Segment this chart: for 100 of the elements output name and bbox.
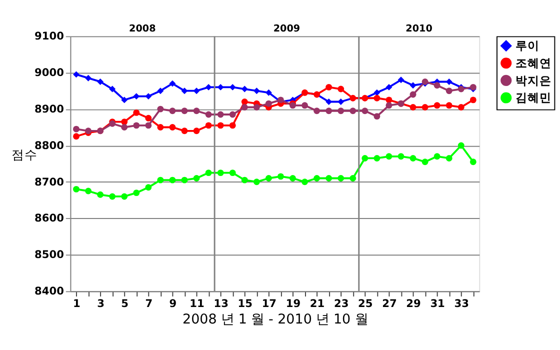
point (446, 155, 452, 162)
point (398, 76, 404, 84)
point (253, 88, 260, 94)
point (121, 96, 128, 104)
text: 2010 (406, 23, 433, 34)
y-tick-label: 8400 (34, 286, 64, 298)
point (338, 175, 344, 182)
x-tick-label: 15 (238, 298, 252, 310)
x-tick-label: 11 (190, 298, 204, 310)
point (217, 111, 224, 118)
point (145, 122, 152, 129)
point (398, 153, 404, 160)
point (217, 84, 224, 90)
point (169, 108, 176, 114)
x-tick-label: 5 (121, 298, 129, 310)
point (446, 102, 452, 109)
point (290, 175, 296, 182)
point (410, 104, 416, 110)
point (362, 155, 368, 162)
point (422, 104, 428, 110)
point (205, 111, 212, 118)
x-tick-label: 31 (430, 298, 445, 310)
y-tick-label: 8700 (34, 176, 64, 188)
x-tick-label: 1 (73, 298, 80, 310)
y-tick-label: 8800 (34, 140, 64, 152)
x-tick-label: 21 (310, 298, 325, 310)
x-tick-label: 23 (334, 298, 349, 310)
point (241, 86, 248, 92)
point (326, 84, 332, 90)
point (241, 98, 248, 105)
point (314, 108, 320, 114)
point (458, 142, 464, 149)
point (338, 108, 344, 114)
point (133, 109, 140, 116)
point (85, 74, 92, 82)
point (157, 176, 164, 184)
point (181, 108, 188, 114)
point (157, 124, 164, 130)
point (133, 190, 140, 196)
point (446, 78, 452, 85)
point (97, 191, 104, 198)
point (386, 102, 392, 109)
point (241, 176, 248, 184)
x-tick-label: 33 (454, 298, 469, 310)
point (121, 118, 128, 126)
legend-label: 루이 (516, 38, 540, 53)
point (338, 86, 344, 92)
point (326, 98, 332, 105)
point (386, 84, 392, 90)
x-tick-label: 27 (382, 298, 397, 310)
point (422, 158, 428, 166)
point (73, 71, 80, 78)
point (109, 86, 116, 92)
point (109, 193, 116, 200)
point (470, 96, 476, 104)
point (302, 102, 308, 109)
text: 2009 (273, 23, 300, 34)
point (386, 153, 392, 160)
x-axis-title: 2008 년 1 월 - 2010 년 10 월 (182, 311, 368, 328)
point (338, 98, 344, 105)
point (181, 128, 188, 134)
point (145, 114, 152, 122)
point (374, 155, 380, 162)
point (229, 170, 236, 176)
point (181, 176, 188, 184)
x-tick-label: 19 (286, 298, 301, 310)
point (434, 102, 440, 109)
y-tick-label: 8500 (34, 249, 64, 262)
y-tick-label: 8600 (34, 212, 64, 225)
point (350, 175, 356, 182)
point (169, 80, 176, 87)
point (205, 170, 212, 176)
point (374, 89, 380, 96)
point (326, 108, 332, 114)
point (314, 175, 320, 182)
point (229, 111, 236, 118)
point (145, 184, 152, 191)
point (470, 158, 476, 166)
point (193, 88, 200, 94)
point (217, 122, 224, 129)
y-tick-label: 9000 (34, 66, 64, 79)
point (205, 122, 212, 129)
point (374, 113, 380, 120)
legend-label: 김혜민 (516, 90, 552, 105)
point (350, 108, 356, 114)
point (326, 175, 332, 182)
point (302, 178, 308, 186)
point (458, 104, 464, 110)
point (193, 108, 200, 114)
point (157, 106, 164, 112)
point (145, 93, 152, 100)
point (265, 175, 272, 182)
point (265, 100, 272, 107)
point (410, 91, 416, 98)
point (265, 89, 272, 96)
point (229, 122, 236, 129)
point (181, 88, 188, 94)
x-tick-label: 13 (214, 298, 228, 310)
point (374, 94, 380, 102)
point (410, 155, 416, 162)
